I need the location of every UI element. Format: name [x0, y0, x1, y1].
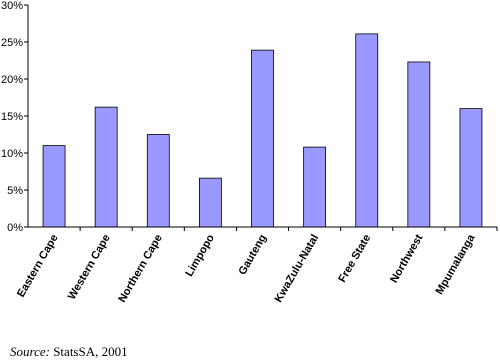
bar [407, 61, 431, 228]
source-note: Source: StatsSA, 2001 [10, 344, 128, 359]
x-tick-label: Free State [336, 233, 373, 285]
source-label: Source: [10, 344, 50, 359]
bar [42, 145, 66, 228]
x-tick-label: Western Cape [66, 233, 113, 302]
x-tick-label: Eastern Cape [15, 233, 61, 300]
y-tick-label: 20% [1, 74, 23, 86]
x-tick-label: Limpopo [183, 232, 217, 278]
x-tick-label: Northwest [388, 232, 425, 285]
bar [251, 49, 274, 228]
y-tick-label: 0% [7, 222, 23, 234]
y-tick-label: 25% [1, 37, 23, 49]
bar [355, 33, 379, 228]
bar [459, 108, 483, 228]
y-tick-label: 5% [7, 185, 23, 197]
x-tick-label: Gauteng [236, 233, 269, 278]
x-tick-label: Northern Cape [116, 233, 165, 305]
source-text: StatsSA, 2001 [53, 344, 127, 359]
bar [303, 146, 327, 228]
y-tick-label: 10% [1, 148, 23, 160]
x-tick-label: KwaZulu-Natal [273, 233, 322, 305]
y-tick-label: 30% [1, 0, 23, 12]
y-tick-label: 15% [1, 111, 23, 123]
bar [94, 106, 118, 228]
bar [198, 177, 222, 228]
bar [146, 134, 170, 228]
x-tick-label: Mpumalanga [434, 232, 478, 297]
